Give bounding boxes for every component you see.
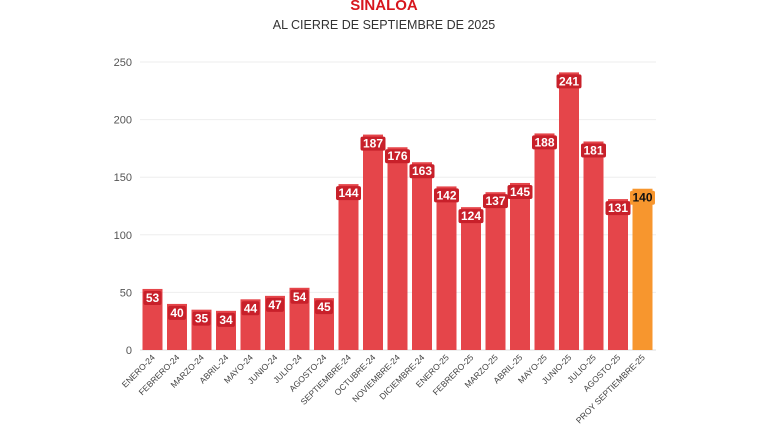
data-label-bg (605, 201, 631, 216)
bar (338, 184, 359, 350)
data-label-bg (241, 301, 260, 316)
bar (510, 182, 530, 350)
bar (461, 207, 481, 350)
data-label-bg (143, 290, 162, 305)
data-label-bg (434, 188, 459, 203)
data-label: 140 (632, 191, 652, 205)
bar (363, 134, 383, 350)
bar (387, 147, 408, 350)
bar (583, 141, 604, 350)
data-label: 241 (559, 74, 579, 88)
data-label-bg (360, 136, 386, 151)
data-label-bg (458, 209, 484, 224)
data-label: 142 (436, 188, 456, 202)
data-label: 124 (461, 209, 481, 223)
y-tick-label: 100 (114, 230, 132, 242)
y-tick-label: 50 (120, 287, 132, 299)
y-tick-label: 150 (114, 172, 132, 184)
data-label-bg (483, 194, 508, 209)
data-label-bg (315, 300, 333, 315)
data-label-bg (630, 190, 655, 205)
data-label: 145 (510, 185, 530, 199)
data-label: 131 (608, 201, 628, 215)
y-tick-label: 250 (114, 57, 132, 69)
bar (534, 133, 555, 350)
data-label: 188 (534, 135, 554, 149)
data-label: 163 (412, 164, 432, 178)
data-label-bg (532, 135, 557, 150)
data-label-bg (217, 312, 235, 327)
data-label: 40 (170, 306, 184, 320)
bar (485, 192, 506, 350)
data-label-bg (266, 297, 284, 312)
data-label: 34 (219, 313, 233, 327)
data-label: 47 (268, 298, 282, 312)
bar (412, 162, 432, 350)
y-tick-label: 200 (114, 115, 132, 127)
data-label-bg (507, 184, 533, 199)
data-label-bg (556, 74, 582, 89)
chart-subtitle: AL CIERRE DE SEPTIEMBRE DE 2025 (272, 18, 496, 32)
bar (559, 72, 579, 351)
data-label-bg (168, 305, 186, 320)
data-label: 187 (363, 137, 383, 151)
data-label: 181 (583, 143, 603, 157)
data-label-bg (581, 143, 606, 158)
bar (632, 188, 653, 350)
bar (608, 199, 628, 350)
data-label: 144 (338, 186, 358, 200)
data-label: 44 (244, 301, 258, 315)
data-label-bg (336, 186, 361, 201)
data-label: 176 (387, 149, 407, 163)
data-label-bg (385, 149, 410, 164)
data-label: 35 (195, 312, 209, 326)
chart-title: SINALOA (350, 0, 418, 14)
data-label: 45 (317, 300, 331, 314)
data-label: 54 (293, 290, 307, 304)
data-label-bg (290, 289, 309, 304)
data-label-bg (409, 164, 435, 179)
data-label: 137 (485, 194, 505, 208)
data-label-bg (192, 311, 211, 326)
bar (436, 186, 457, 350)
y-tick-label: 0 (126, 345, 132, 357)
data-label: 53 (146, 291, 160, 305)
